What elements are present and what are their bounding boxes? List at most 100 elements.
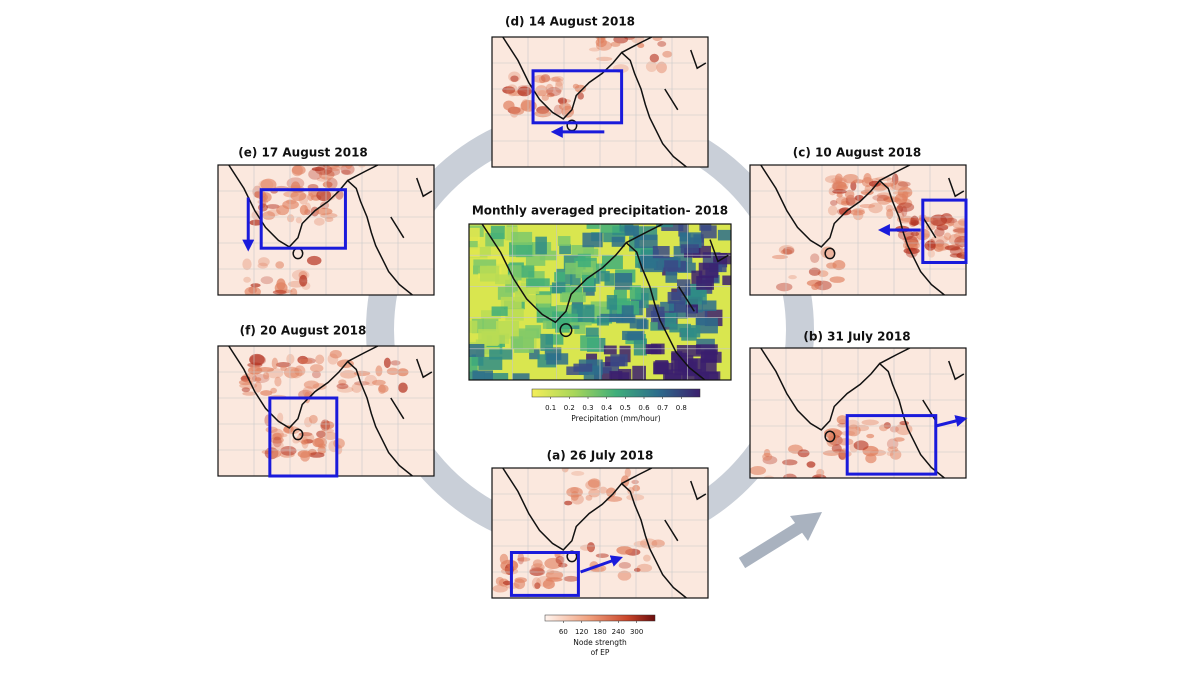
precip-blob (970, 214, 986, 222)
precip-blob (894, 193, 908, 205)
precip-blob (971, 249, 983, 258)
precip-blob (313, 217, 325, 226)
precip-blob (311, 370, 321, 379)
sri-lanka (293, 429, 303, 439)
precip-blob (292, 437, 300, 444)
precip-blob (910, 215, 919, 226)
precip-blob (541, 94, 549, 101)
precip-cell (614, 273, 633, 290)
precip-cell (529, 349, 540, 360)
precip-cell (509, 242, 533, 257)
precip-cell (479, 265, 500, 282)
precip-blob (534, 110, 552, 118)
precip-cell (469, 240, 478, 250)
precip-cell (611, 236, 625, 247)
precip-blob (563, 500, 573, 506)
precip-blob (883, 422, 891, 429)
precip-blob (889, 426, 899, 433)
precip-cell (634, 234, 658, 249)
precip-blob (606, 487, 617, 498)
precip-blob (595, 37, 607, 48)
precip-cell (673, 302, 689, 313)
precip-blob (257, 262, 268, 269)
precip-blob (910, 231, 920, 237)
precip-cell (512, 373, 530, 380)
precip-blob (286, 214, 295, 223)
precip-blob (896, 205, 903, 214)
colorbar-tick-label: 0.1 (545, 404, 556, 412)
precip-blob (577, 92, 584, 100)
precip-blob (588, 488, 601, 498)
precip-blob (972, 222, 983, 229)
precip-blob (944, 245, 961, 251)
precip-cell (570, 268, 581, 286)
sri-lanka (560, 324, 572, 336)
precip-blob (850, 181, 857, 191)
precip-blob (257, 203, 268, 212)
precip-cell (586, 224, 601, 229)
precip-blob (247, 366, 263, 375)
precip-blob (345, 165, 353, 170)
precip-blob (260, 276, 274, 285)
precip-blob (315, 354, 325, 365)
precip-blob (299, 204, 309, 216)
precip-cell (555, 304, 574, 314)
precip-blob (318, 169, 335, 180)
precip-cell (700, 225, 717, 239)
precip-blob (351, 383, 362, 393)
precip-blob (636, 563, 653, 573)
precip-blob (844, 189, 855, 199)
precip-cell (484, 373, 509, 380)
precip-cell (573, 363, 593, 372)
colorbar-tick-label: 0.2 (564, 404, 575, 412)
precip-cell (622, 330, 645, 340)
precip-blob (652, 37, 663, 42)
precip-cell (718, 252, 731, 265)
precip-blob (272, 433, 288, 438)
precip-blob (846, 424, 861, 437)
precip-blob (771, 254, 788, 260)
precip-blob (838, 181, 847, 189)
precip-blob (283, 366, 300, 379)
panel-title: (a) 26 July 2018 (547, 449, 654, 463)
map-frame (217, 164, 435, 296)
colorbar-tick-label: 180 (593, 628, 606, 636)
precip-blob (631, 479, 639, 485)
precip-blob (662, 50, 673, 58)
precip-cell (600, 313, 624, 323)
colorbar-tick-label: 0.8 (676, 404, 687, 412)
precip-blob (953, 228, 966, 233)
precip-cell (505, 308, 524, 321)
precip-cell (665, 369, 687, 380)
precip-blob (555, 555, 565, 565)
precip-cell (679, 233, 691, 242)
precip-blob (610, 41, 621, 47)
precip-blob (283, 425, 294, 433)
precip-cell (600, 224, 621, 234)
precip-cell (682, 368, 702, 380)
precip-cell (545, 334, 564, 345)
precip-blob (859, 203, 876, 209)
precip-blob (893, 437, 905, 442)
colorbar-tick-label: 0.6 (638, 404, 650, 412)
precip-cell (667, 291, 686, 304)
precip-blob (956, 239, 966, 244)
precip-blob (866, 433, 875, 439)
coastline (482, 224, 728, 380)
precip-cell (676, 345, 701, 357)
precip-blob (329, 165, 341, 172)
precip-cell (469, 320, 478, 333)
precip-cell (487, 255, 510, 264)
precip-blob (517, 557, 531, 562)
map-frame (491, 36, 709, 168)
map (218, 165, 434, 295)
precip-cell (510, 336, 523, 350)
precip-cell (511, 231, 533, 246)
precip-blob (500, 567, 519, 575)
precip-blob (845, 419, 860, 430)
movement-arrow (580, 555, 623, 574)
map (218, 346, 434, 476)
precip-blob (260, 178, 277, 191)
precip-blob (241, 387, 251, 393)
center-title: Monthly averaged precipitation- 2018 (472, 204, 728, 218)
